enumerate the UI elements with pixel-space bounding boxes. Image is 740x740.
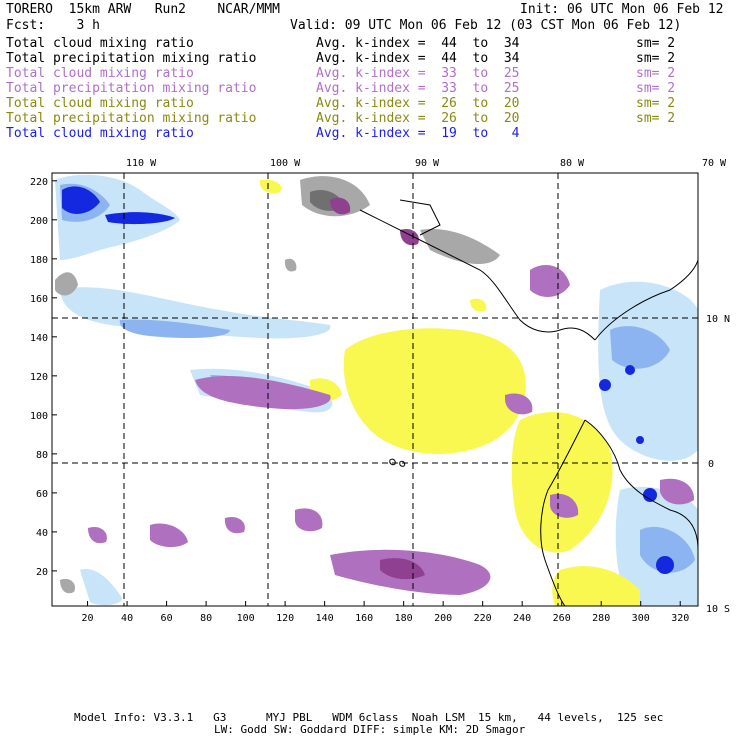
- lon-label-100w: 100 W: [270, 158, 301, 169]
- lat-lon-grid: [52, 173, 698, 606]
- lon-label-80w: 80 W: [560, 158, 585, 169]
- legend-k-index: Avg. k-index = 26 to 20: [316, 96, 520, 111]
- legend-k-index: Avg. k-index = 19 to 4: [316, 126, 520, 141]
- legend-field: Total cloud mixing ratio: [6, 66, 194, 81]
- x-tick-label: 280: [592, 613, 610, 624]
- legend-field: Total cloud mixing ratio: [6, 126, 194, 141]
- model-info: Model Info: V3.3.1 G3 MYJ PBL WDM 6class…: [74, 711, 664, 724]
- lon-label-90w: 90 W: [415, 158, 440, 169]
- y-tick-label: 100: [30, 411, 48, 422]
- x-tick-label: 220: [474, 613, 492, 624]
- legend-smoothing: sm= 2: [636, 111, 676, 126]
- x-tick-label: 320: [671, 613, 689, 624]
- x-tick-label: 300: [632, 613, 650, 624]
- legend-smoothing: sm= 2: [636, 96, 676, 111]
- y-tick-label: 200: [30, 216, 48, 227]
- x-tick-label: 200: [434, 613, 452, 624]
- x-tick-label: 80: [200, 613, 212, 624]
- legend-field: Total cloud mixing ratio: [6, 36, 194, 51]
- y-tick-label: 80: [36, 450, 48, 461]
- init-time: Init: 06 UTC Mon 06 Feb 12: [520, 2, 724, 17]
- physics-info: LW: Godd SW: Goddard DIFF: simple KM: 2D…: [214, 723, 526, 736]
- dark-purple-cloud-areas: [330, 197, 425, 580]
- y-axis-ticks: 20 40 60 80 100 120 140 160 180 200 220: [30, 177, 57, 578]
- deep-blue-cloud-areas: [62, 186, 674, 574]
- x-tick-label: 240: [513, 613, 531, 624]
- x-tick-label: 40: [121, 613, 133, 624]
- forecast-hour: Fcst: 3 h: [6, 18, 100, 33]
- lon-label-70w: 70 W: [702, 158, 727, 169]
- y-tick-label: 160: [30, 294, 48, 305]
- legend-k-index: Avg. k-index = 26 to 20: [316, 111, 520, 126]
- legend-field: Total precipitation mixing ratio: [6, 111, 257, 126]
- x-tick-label: 100: [237, 613, 255, 624]
- forecast-map: 110 W 100 W 90 W 80 W 70 W 10 N 0 10 S: [30, 158, 730, 624]
- legend-smoothing: sm= 2: [636, 51, 676, 66]
- legend-smoothing: sm= 2: [636, 36, 676, 51]
- x-tick-label: 160: [355, 613, 373, 624]
- x-tick-label: 20: [82, 613, 94, 624]
- coastlines: [359, 199, 698, 606]
- legend-k-index: Avg. k-index = 44 to 34: [316, 36, 520, 51]
- legend-field: Total cloud mixing ratio: [6, 96, 194, 111]
- y-tick-label: 140: [30, 333, 48, 344]
- forecast-fields: [55, 174, 698, 606]
- y-tick-label: 20: [36, 567, 48, 578]
- legend-k-index: Avg. k-index = 33 to 25: [316, 81, 520, 96]
- x-tick-label: 140: [316, 613, 334, 624]
- x-tick-label: 120: [276, 613, 294, 624]
- yellow-cloud-areas: [259, 179, 640, 606]
- x-axis-ticks: 20 40 60 80 100 120 140 160 180 200 220 240 260 280 30…: [82, 601, 689, 624]
- model-title: TORERO 15km ARW Run2 NCAR/MMM: [6, 2, 280, 17]
- legend-smoothing: sm= 2: [636, 81, 676, 96]
- map-frame: [51, 172, 699, 607]
- legend-smoothing: sm= 2: [636, 66, 676, 81]
- valid-time: Valid: 09 UTC Mon 06 Feb 12 (03 CST Mon …: [290, 18, 682, 33]
- legend-k-index: Avg. k-index = 44 to 34: [316, 51, 520, 66]
- y-tick-label: 180: [30, 255, 48, 266]
- x-tick-label: 60: [161, 613, 173, 624]
- y-tick-label: 220: [30, 177, 48, 188]
- lat-label-10n: 10 N: [706, 314, 730, 325]
- lat-label-equator: 0: [708, 459, 714, 470]
- y-tick-label: 60: [36, 489, 48, 500]
- legend-k-index: Avg. k-index = 33 to 25: [316, 66, 520, 81]
- x-tick-label: 260: [553, 613, 571, 624]
- y-tick-label: 40: [36, 528, 48, 539]
- x-tick-label: 180: [395, 613, 413, 624]
- legend-field: Total precipitation mixing ratio: [6, 51, 257, 66]
- lat-label-10s: 10 S: [706, 604, 730, 615]
- lon-label-110w: 110 W: [126, 158, 157, 169]
- legend-field: Total precipitation mixing ratio: [6, 81, 257, 96]
- y-tick-label: 120: [30, 372, 48, 383]
